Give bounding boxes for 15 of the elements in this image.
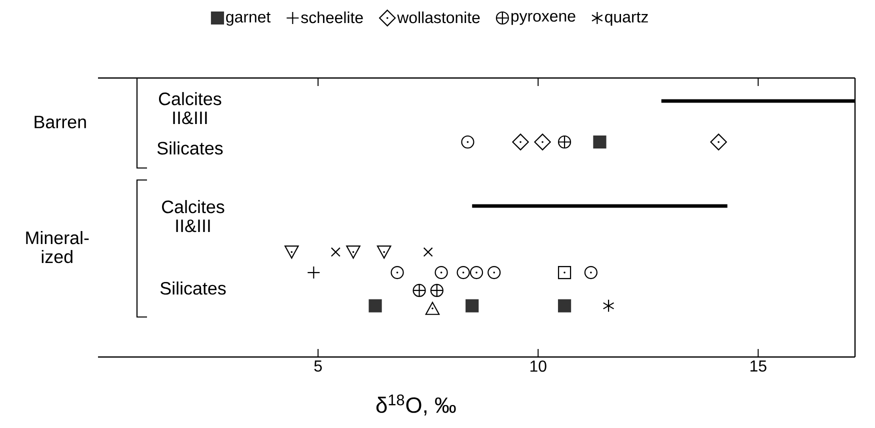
text: Mineral- ized	[26, 231, 89, 264]
legend-label: scheelite	[301, 11, 363, 24]
x-tick-label: 5	[314, 360, 322, 372]
annotation: Silicates	[160, 281, 226, 295]
x-axis-title: δ$^{18}$O, ‰	[376, 394, 456, 416]
annotation: Calcites II&III	[158, 92, 222, 124]
legend-label: pyroxene	[511, 12, 576, 25]
x-tick-label: 10	[530, 360, 546, 372]
annotation: Calcites II&III	[162, 200, 224, 232]
x-tick-label: 15	[750, 360, 766, 372]
legend-label: quartz	[605, 12, 648, 26]
legend-label: wollastonite	[397, 11, 480, 24]
legend-label: garnet	[226, 12, 271, 26]
text: Barren	[34, 116, 86, 128]
annotation: Silicates	[157, 141, 223, 155]
